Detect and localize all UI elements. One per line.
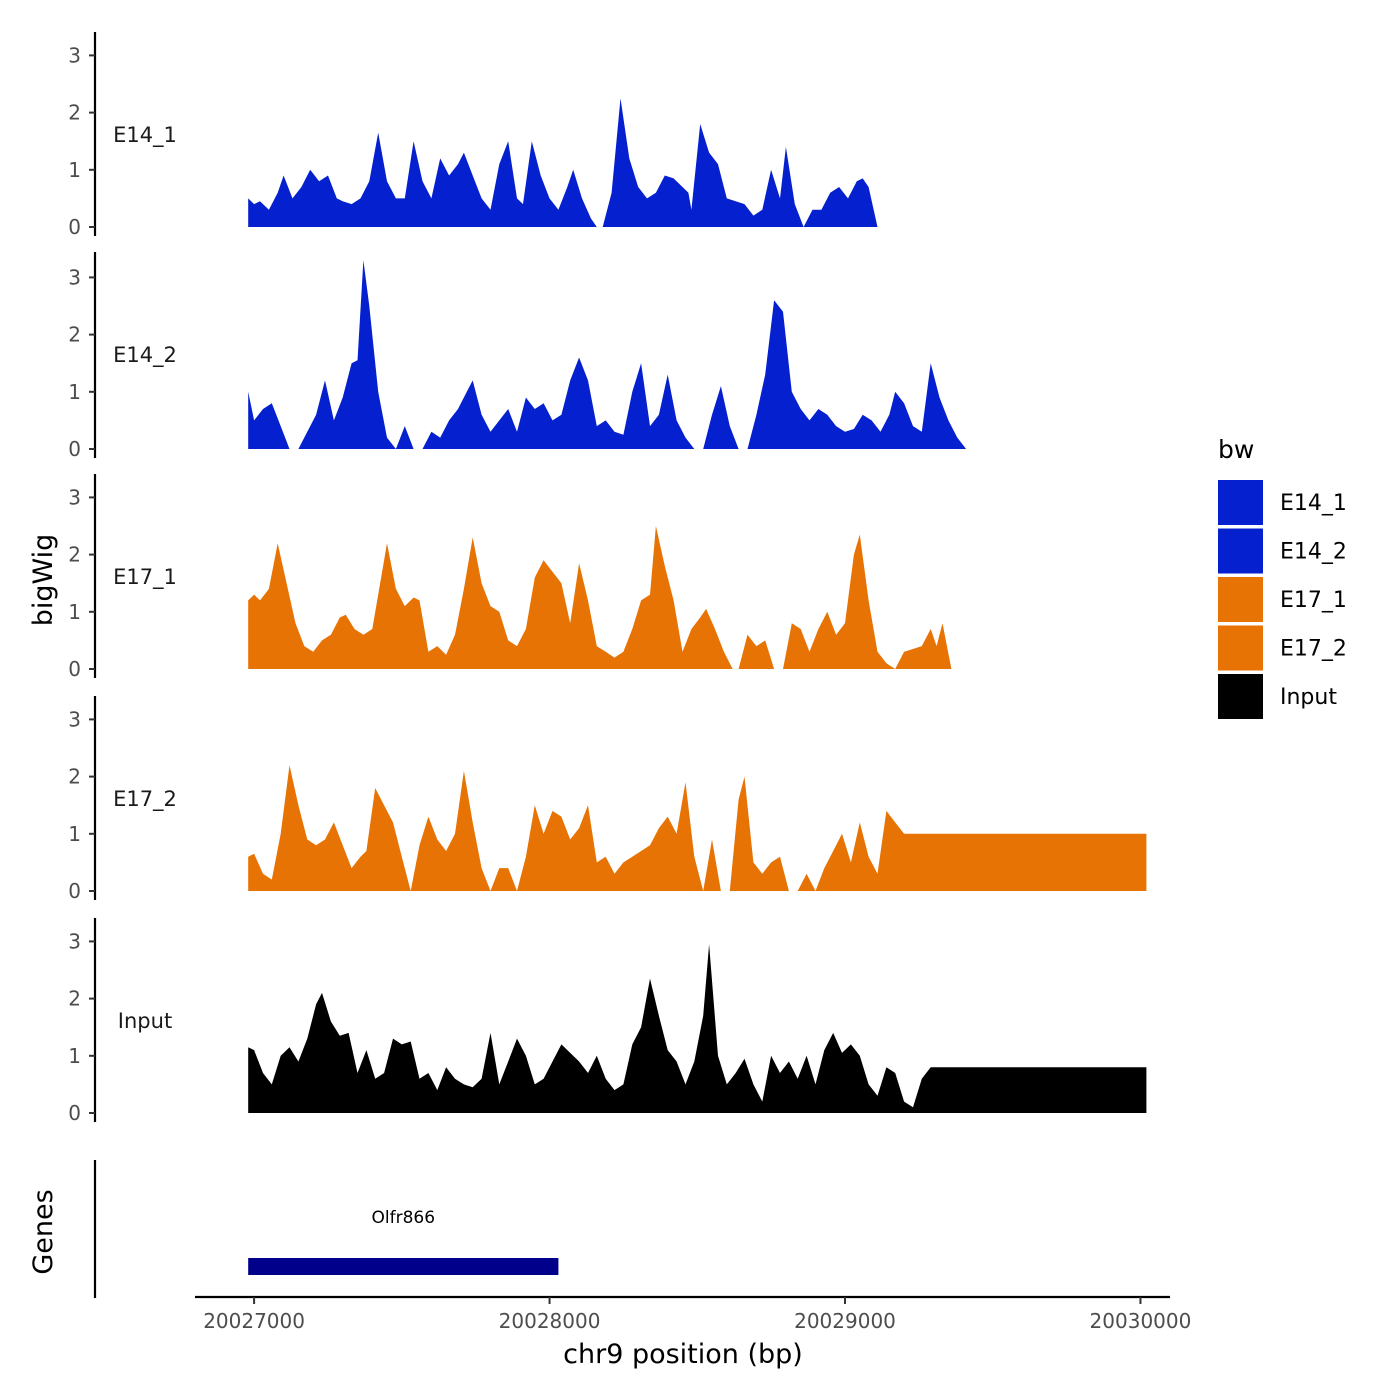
track-label: Input — [118, 1009, 172, 1033]
y-tick-label: 2 — [68, 987, 81, 1011]
genes-axis-title: Genes — [28, 1189, 59, 1274]
y-tick-label: 3 — [68, 43, 81, 67]
coverage-area-E14_1 — [248, 98, 1147, 227]
y-tick-label: 0 — [68, 879, 81, 903]
x-tick-label: 20029000 — [794, 1309, 896, 1333]
y-tick-label: 3 — [68, 265, 81, 289]
legend-key-E14_1 — [1218, 480, 1263, 525]
track-E17_1: 0 1 2 3 E17_1 — [68, 474, 1147, 681]
y-tick-label: 2 — [68, 543, 81, 567]
y-tick-label: 0 — [68, 657, 81, 681]
y-tick-label: 1 — [68, 600, 81, 624]
legend-label: E14_2 — [1280, 540, 1347, 565]
track-E17_2: 0 1 2 3 E17_2 — [68, 696, 1147, 903]
y-axis-title: bigWig — [28, 534, 59, 627]
x-tick-label: 20027000 — [203, 1309, 305, 1333]
track-label: E17_2 — [113, 787, 177, 812]
x-axis: 20027000 20028000 20029000 20030000 — [195, 1295, 1192, 1333]
coverage-area-Input — [248, 944, 1147, 1113]
legend-key-E17_2 — [1218, 625, 1263, 671]
y-tick-label: 3 — [68, 485, 81, 509]
coverage-area-E17_1 — [248, 526, 1147, 669]
y-tick-label: 1 — [68, 822, 81, 846]
bigwig-tracks: 0 1 2 3 E14_1 0 1 2 3 E14_2 0 1 2 3 E17_1 0 1 2 3 E17_2 0 1 2 3… — [68, 32, 1147, 1125]
legend-label: E17_2 — [1280, 637, 1347, 662]
x-tick-label: 20028000 — [499, 1309, 601, 1333]
gene-track: Olfr866 — [93, 1160, 559, 1298]
y-tick-label: 0 — [68, 437, 81, 461]
legend-key-E17_1 — [1218, 577, 1263, 622]
track-label: E14_1 — [113, 123, 177, 148]
y-tick-label: 2 — [68, 101, 81, 125]
y-tick-label: 1 — [68, 1044, 81, 1068]
legend-title: bw — [1218, 435, 1254, 464]
y-tick-label: 0 — [68, 215, 81, 239]
coverage-area-E14_2 — [248, 260, 1147, 449]
legend-label: E14_1 — [1280, 491, 1347, 516]
y-tick-label: 2 — [68, 765, 81, 789]
coverage-area-E17_2 — [248, 765, 1147, 891]
legend-label: Input — [1280, 685, 1337, 710]
legend-key-Input — [1218, 674, 1263, 719]
y-tick-label: 1 — [68, 158, 81, 182]
x-tick-label: 20030000 — [1090, 1309, 1192, 1333]
y-tick-label: 0 — [68, 1101, 81, 1125]
track-E14_2: 0 1 2 3 E14_2 — [68, 252, 1147, 461]
gene-label: Olfr866 — [372, 1208, 436, 1228]
gene-body — [248, 1258, 559, 1275]
legend: bw E14_1 E14_2 E17_1 E17_2 Input — [1218, 435, 1347, 719]
legend-label: E17_1 — [1280, 588, 1347, 613]
track-Input: 0 1 2 3 Input — [68, 918, 1147, 1125]
legend-key-E14_2 — [1218, 528, 1263, 574]
y-tick-label: 2 — [68, 323, 81, 347]
track-label: E17_1 — [113, 565, 177, 590]
track-label: E14_2 — [113, 343, 177, 368]
y-tick-label: 3 — [68, 929, 81, 953]
track-E14_1: 0 1 2 3 E14_1 — [68, 32, 1147, 239]
y-tick-label: 1 — [68, 380, 81, 404]
x-axis-title: chr9 position (bp) — [563, 1339, 803, 1370]
y-tick-label: 3 — [68, 707, 81, 731]
